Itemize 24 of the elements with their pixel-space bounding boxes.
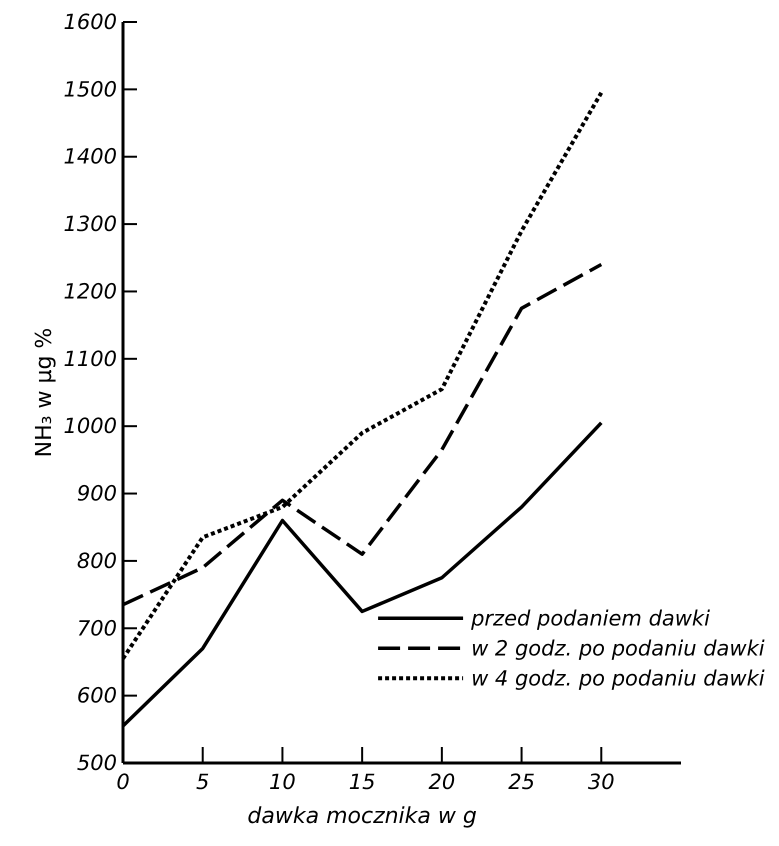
y-tick-label: 1100 [64,346,117,371]
y-tick-label: 600 [76,684,117,708]
y-tick-label: 1600 [64,10,117,34]
x-tick-label: 15 [348,770,376,794]
x-tick-label: 30 [588,770,615,794]
x-tick-label: 0 [116,770,130,794]
x-tick-label: 10 [269,770,296,794]
legend-label: w 2 godz. po podaniu dawki [471,636,765,660]
y-tick-label: 800 [76,548,117,573]
y-axis-title: NH₃ w μg % [32,328,57,458]
y-tick-label: 1400 [64,144,117,169]
legend-label: w 4 godz. po podaniu dawki [471,666,765,690]
y-tick-label: 1500 [64,77,117,102]
legend-label: przed podaniem dawki [470,606,710,630]
y-tick-label: 500 [76,751,117,775]
x-tick-label: 20 [428,770,456,794]
y-tick-label: 700 [76,616,117,640]
y-tick-label: 900 [76,482,117,506]
x-tick-label: 5 [196,770,210,794]
y-tick-label: 1200 [64,279,117,304]
x-axis-title: dawka mocznika w g [247,804,477,829]
y-tick-label: 1000 [64,414,117,438]
y-tick-label: 1300 [64,212,117,236]
x-tick-label: 25 [508,770,535,794]
